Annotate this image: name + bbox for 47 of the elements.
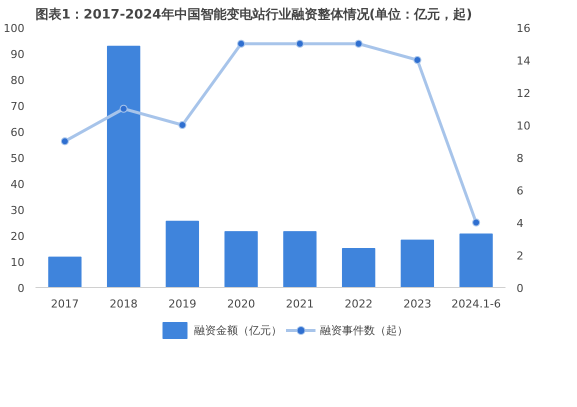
y2-tick-label: 10 (516, 120, 530, 132)
y-tick-label: 100 (4, 22, 25, 35)
x-tick-label: 2023 (403, 298, 432, 310)
bar (166, 220, 200, 288)
point (120, 104, 128, 113)
bar (342, 248, 376, 288)
point (237, 40, 246, 48)
y-tick-label: 40 (10, 178, 25, 191)
bar (106, 46, 140, 288)
chart-title: 图表1：2017-2024年中国智能变电站行业融资整体情况(单位：亿元，起) (36, 6, 472, 22)
y-tick-label: 70 (10, 100, 25, 113)
legend-label: 融资金额（亿元） (194, 322, 282, 338)
point (296, 40, 304, 48)
y2-tick-label: 2 (516, 250, 524, 262)
point (60, 137, 69, 146)
legend-label: 融资事件数（起） (320, 322, 408, 338)
bar (283, 231, 317, 288)
point (413, 56, 422, 64)
y2-tick-label: 0 (516, 282, 524, 295)
y-tick-label: 50 (10, 152, 25, 165)
y-tick-label: 60 (10, 126, 25, 139)
y-tick-label: 20 (10, 230, 25, 243)
bar (400, 240, 434, 288)
x-tick-label: 2018 (110, 298, 138, 310)
y2-tick-label: 4 (516, 217, 524, 230)
bar (48, 256, 82, 288)
y2-tick-label: 8 (516, 152, 524, 165)
x-tick-label: 2017 (50, 298, 79, 310)
bar (224, 231, 258, 288)
bar (459, 233, 493, 288)
x-tick-label: 2024.1-6 (451, 298, 501, 310)
y2-tick-label: 16 (516, 22, 530, 35)
point (178, 121, 186, 129)
point (354, 40, 363, 48)
x-tick-label: 2022 (344, 298, 373, 310)
point (472, 218, 480, 226)
y2-tick-label: 14 (516, 54, 530, 68)
x-tick-label: 2020 (227, 298, 256, 310)
y-tick-label: 10 (10, 256, 25, 269)
y-tick-label: 0 (18, 282, 24, 295)
y-tick-label: 90 (10, 48, 25, 61)
y2-tick-label: 6 (516, 184, 524, 198)
y2-tick-label: 12 (516, 87, 530, 100)
x-tick-label: 2019 (168, 298, 196, 310)
x-tick-label: 2021 (286, 298, 314, 310)
y-tick-label: 80 (10, 74, 25, 87)
y-tick-label: 30 (10, 204, 25, 217)
